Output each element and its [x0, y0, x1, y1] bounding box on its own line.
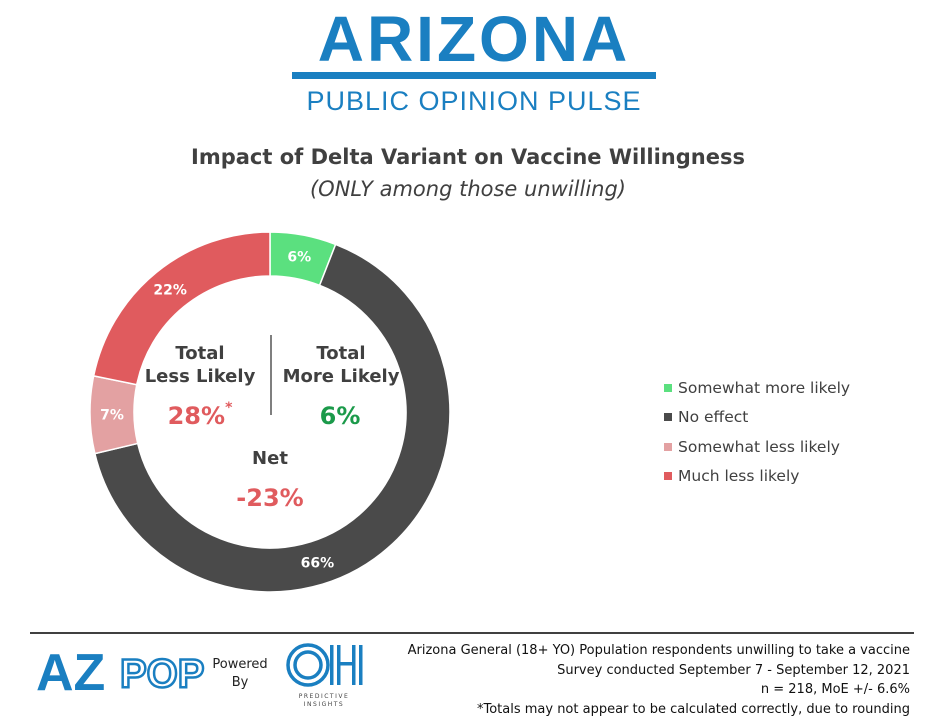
- chart-subtitle: (ONLY among those unwilling): [309, 177, 626, 201]
- legend-label: Much less likely: [678, 467, 800, 486]
- footnote-line: *Totals may not appear to be calculated …: [476, 701, 910, 717]
- total-more-heading-line1: Total: [316, 343, 366, 364]
- net-label: Net: [252, 448, 288, 469]
- legend-swatch: [664, 472, 672, 481]
- legend-label: No effect: [678, 408, 749, 427]
- legend-item: Much less likely: [664, 462, 850, 492]
- legend-label: Somewhat more likely: [678, 378, 851, 397]
- total-more-likely-value: 6%: [319, 402, 361, 430]
- azpop-logo-pop: POP: [120, 652, 204, 694]
- azpop-logo-az: AZ: [36, 646, 105, 694]
- footnote-line: Arizona General (18+ YO) Population resp…: [407, 643, 910, 658]
- powered-by-label: Powered By: [208, 656, 272, 692]
- legend-item: Somewhat less likely: [664, 432, 850, 462]
- powered-by-line2: By: [231, 675, 249, 690]
- chart-title: Impact of Delta Variant on Vaccine Willi…: [191, 145, 745, 169]
- brand-name: ARIZONA: [317, 3, 631, 75]
- data-label-much-less-likely: 22%: [153, 283, 187, 299]
- donut-slice-no-effect: [93, 243, 451, 593]
- data-label-somewhat-less-likely: 7%: [100, 407, 124, 423]
- total-more-likely-heading: Total More Likely: [278, 342, 404, 388]
- legend-swatch: [664, 383, 672, 392]
- legend-item: No effect: [664, 403, 850, 433]
- data-label-somewhat-more-likely: 6%: [287, 250, 311, 266]
- oh-predictive-insights-logo: PREDICTIVE INSIGHTS: [286, 643, 363, 708]
- survey-footnote: Arizona General (18+ YO) Population resp…: [408, 641, 910, 719]
- azpop-logo: AZ POP: [36, 646, 206, 694]
- total-less-heading-line2: Less Likely: [144, 366, 256, 387]
- center-divider: [270, 335, 272, 415]
- rounding-asterisk: *: [225, 400, 233, 416]
- brand-logo: ARIZONA PUBLIC OPINION PULSE: [290, 3, 658, 116]
- oh-logo-sub-line1: PREDICTIVE: [299, 693, 350, 700]
- total-less-likely-value: 28%*: [140, 400, 260, 430]
- footer-divider: [30, 632, 914, 634]
- donut-chart: 6% 66% 7% 22%: [89, 231, 451, 593]
- donut-slice-much-less-likely: [92, 231, 271, 386]
- net-value: -23%: [236, 484, 304, 512]
- legend-item: Somewhat more likely: [664, 373, 850, 403]
- chart-legend: Somewhat more likely No effect Somewhat le…: [664, 373, 850, 491]
- brand-underline: [292, 72, 656, 79]
- data-label-no-effect: 66%: [301, 556, 335, 572]
- legend-label: Somewhat less likely: [678, 437, 840, 456]
- total-less-heading-line1: Total: [175, 343, 225, 364]
- footnote-line: Survey conducted September 7 - September…: [557, 662, 910, 678]
- total-more-heading-line2: More Likely: [282, 366, 400, 387]
- legend-swatch: [664, 442, 672, 451]
- powered-by-line1: Powered: [212, 657, 268, 672]
- brand-tagline: PUBLIC OPINION PULSE: [306, 86, 642, 116]
- oh-logo-sub-line2: INSIGHTS: [304, 701, 344, 708]
- total-less-likely-heading: Total Less Likely: [135, 342, 265, 388]
- total-less-value-text: 28%: [167, 402, 226, 430]
- legend-swatch: [664, 413, 672, 422]
- footnote-line: n = 218, MoE +/- 6.6%: [760, 682, 910, 697]
